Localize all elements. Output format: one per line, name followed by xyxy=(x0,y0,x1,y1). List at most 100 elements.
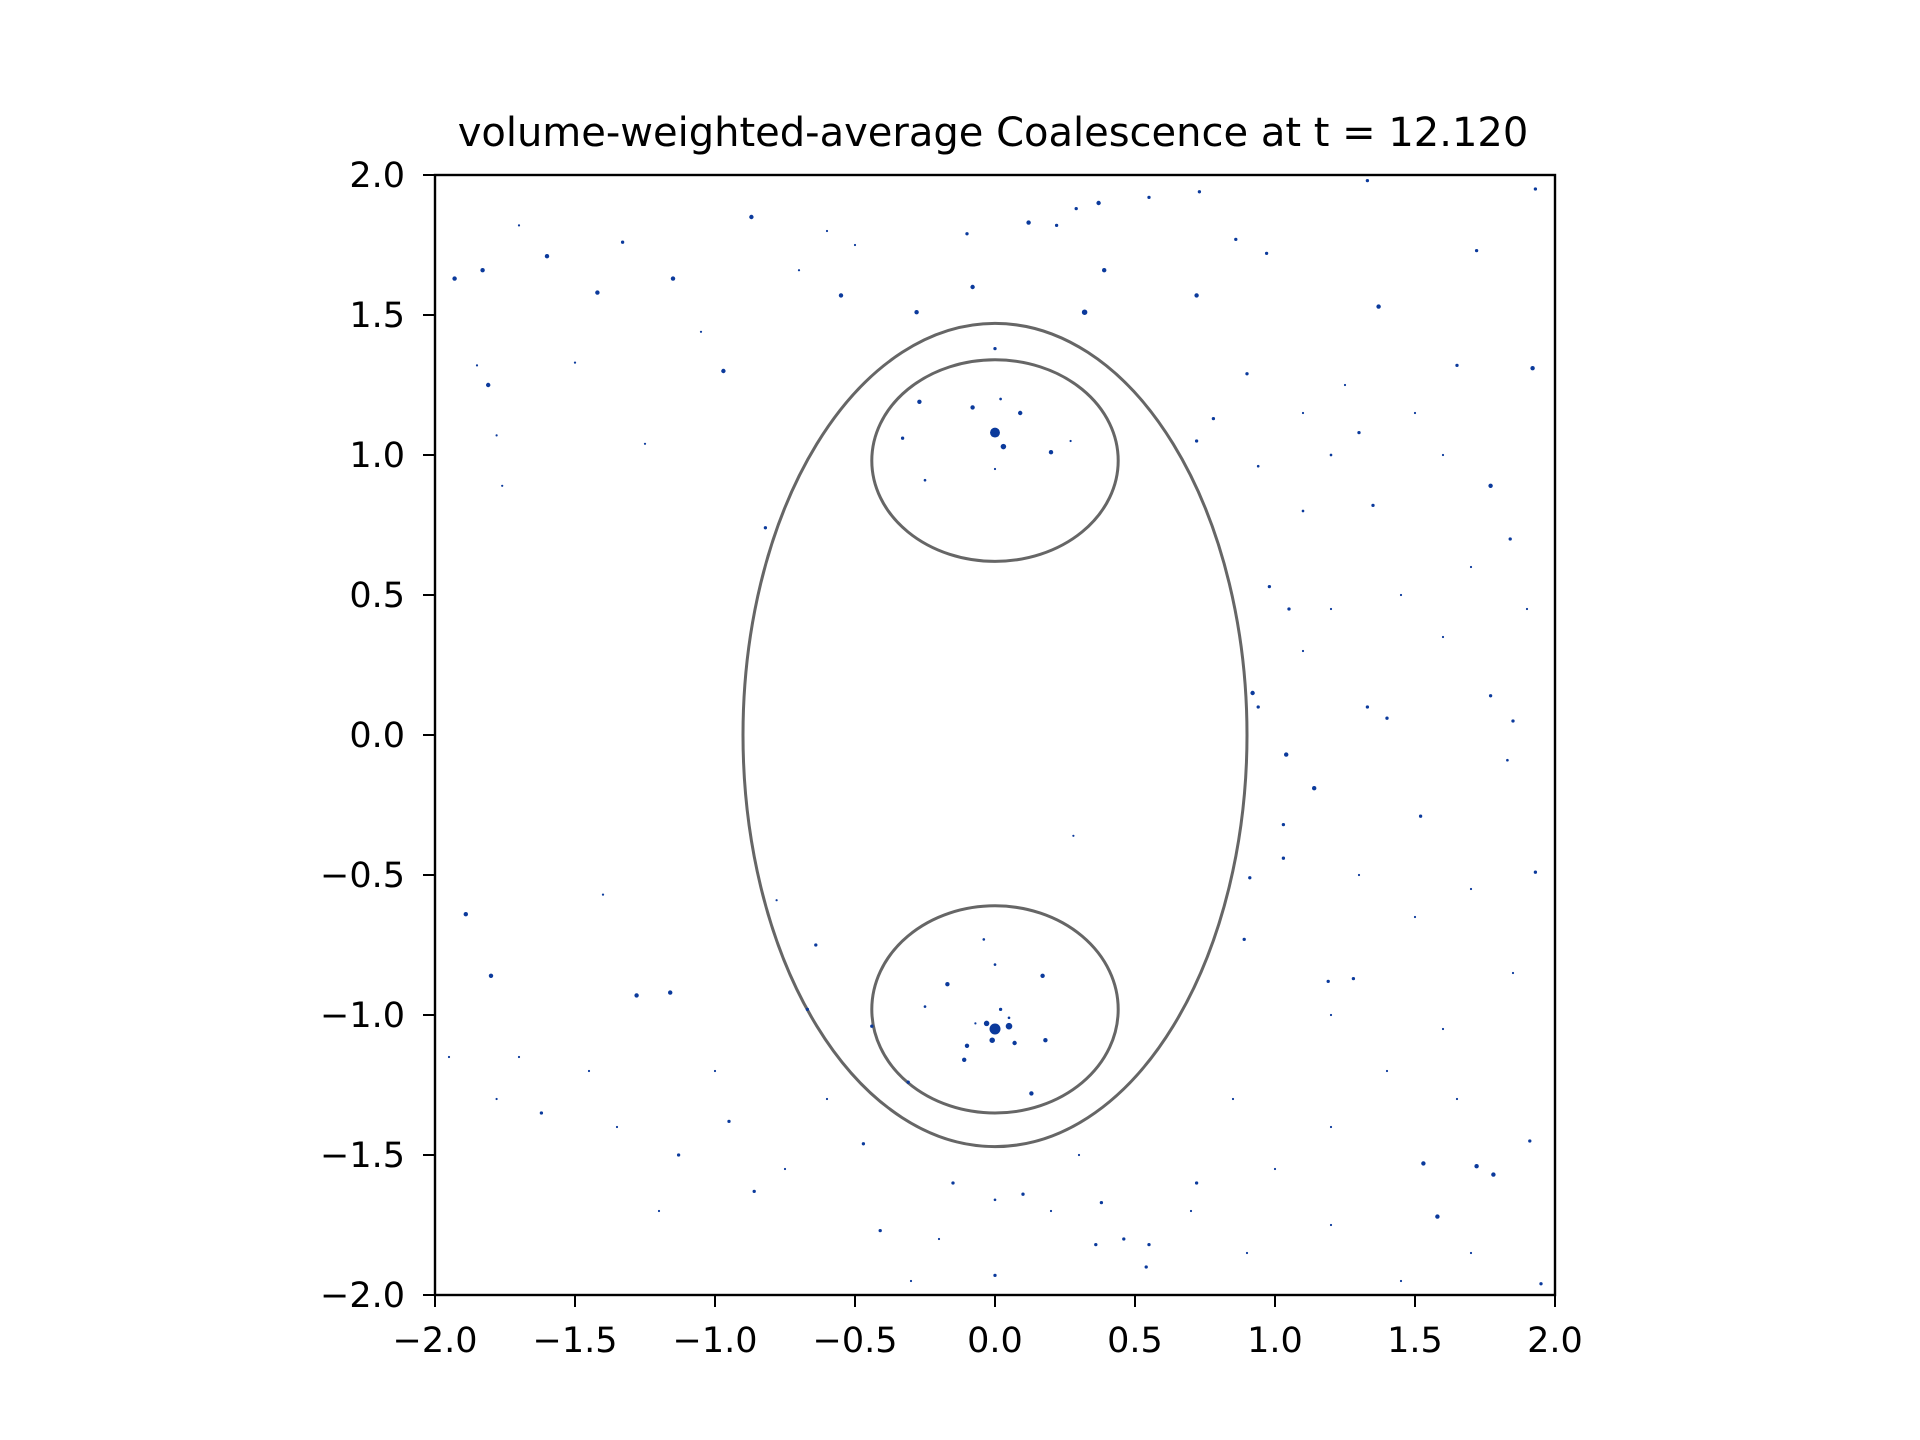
data-point xyxy=(517,224,521,227)
data-point xyxy=(990,427,1000,438)
data-point xyxy=(1273,1167,1277,1171)
data-point xyxy=(853,243,857,247)
data-point xyxy=(447,1055,451,1059)
data-point xyxy=(1144,1265,1148,1269)
data-point xyxy=(783,1167,787,1171)
data-point xyxy=(601,893,605,896)
y-tick-label: 0.5 xyxy=(349,576,405,616)
data-point xyxy=(1329,1125,1333,1129)
y-tick-label: 0.0 xyxy=(349,716,405,756)
x-tick-label: 0.5 xyxy=(1107,1321,1163,1361)
x-axis: −2.0 −1.5 −1.0 −0.5 0.0 0.5 1.0 1.5 2.0 xyxy=(393,1295,1583,1361)
data-point xyxy=(1099,1200,1104,1205)
data-point xyxy=(1399,593,1403,597)
data-point xyxy=(573,361,577,364)
data-point xyxy=(1469,887,1473,891)
data-point xyxy=(1488,694,1493,698)
data-point xyxy=(1385,716,1389,720)
data-point xyxy=(1245,372,1249,376)
data-point xyxy=(1508,537,1512,541)
data-point xyxy=(1211,416,1216,421)
data-point xyxy=(1413,411,1417,415)
data-point xyxy=(1301,649,1305,653)
data-point xyxy=(937,1237,941,1241)
data-point xyxy=(452,276,457,281)
data-point xyxy=(1329,607,1333,611)
data-point xyxy=(1281,822,1286,827)
data-point xyxy=(923,478,927,482)
x-tick-label: −0.5 xyxy=(813,1321,898,1361)
data-point xyxy=(657,1209,661,1213)
data-point xyxy=(1043,1038,1048,1043)
data-point xyxy=(620,240,625,244)
data-point xyxy=(993,467,997,471)
data-point xyxy=(1284,752,1289,757)
y-tick-label: −0.5 xyxy=(320,856,405,896)
data-point xyxy=(1018,410,1023,416)
data-point xyxy=(595,290,600,295)
y-tick-label: −2.0 xyxy=(320,1276,405,1316)
data-point xyxy=(517,1055,521,1059)
data-point xyxy=(699,330,703,333)
data-point xyxy=(993,1198,997,1202)
data-point xyxy=(1000,443,1007,450)
data-point xyxy=(670,276,676,281)
data-point xyxy=(993,1273,997,1278)
data-point xyxy=(1147,1242,1151,1247)
x-tick-label: 1.0 xyxy=(1247,1321,1303,1361)
data-point xyxy=(1511,719,1515,723)
data-point xyxy=(1371,503,1375,508)
data-point xyxy=(1005,1022,1013,1030)
data-point xyxy=(965,232,969,236)
data-point xyxy=(900,436,905,440)
data-point xyxy=(587,1069,591,1073)
data-point xyxy=(825,1097,829,1101)
data-point xyxy=(825,229,829,233)
data-point xyxy=(1021,1192,1025,1196)
data-point xyxy=(1343,383,1347,387)
data-point xyxy=(861,1142,866,1146)
data-point xyxy=(1194,1181,1199,1185)
data-point xyxy=(993,346,997,351)
data-point xyxy=(1326,979,1330,984)
data-point xyxy=(1026,220,1031,225)
data-point xyxy=(1441,635,1445,639)
data-point xyxy=(909,1279,913,1283)
y-tick-label: 2.0 xyxy=(349,156,405,196)
data-point xyxy=(951,1181,955,1185)
contour-0 xyxy=(741,321,1249,1149)
data-point xyxy=(878,1228,882,1233)
data-point xyxy=(486,382,491,388)
data-point xyxy=(634,993,639,998)
data-point xyxy=(1491,1172,1496,1177)
y-tick-label: 1.0 xyxy=(349,436,405,476)
data-point xyxy=(1435,1214,1440,1219)
data-point xyxy=(870,1024,874,1028)
data-point xyxy=(1357,873,1361,877)
data-point xyxy=(1122,1237,1126,1241)
data-point xyxy=(1418,814,1423,818)
contour-1 xyxy=(870,358,1120,563)
x-tick-label: −1.0 xyxy=(673,1321,758,1361)
data-point xyxy=(1048,450,1054,455)
data-point xyxy=(1530,366,1535,371)
x-tick-label: 1.5 xyxy=(1387,1321,1443,1361)
data-point xyxy=(1012,1040,1017,1046)
data-point xyxy=(1248,876,1252,880)
data-point xyxy=(1029,1091,1034,1096)
data-point xyxy=(1147,195,1151,200)
data-point xyxy=(989,1023,1001,1035)
data-point xyxy=(1385,1069,1389,1073)
data-point xyxy=(676,1153,681,1157)
data-point xyxy=(1399,1279,1403,1283)
y-tick-label: −1.5 xyxy=(320,1136,405,1176)
data-point xyxy=(1455,363,1459,368)
data-point xyxy=(501,484,504,487)
data-point xyxy=(1189,1209,1193,1213)
x-tick-label: 0.0 xyxy=(967,1321,1023,1361)
data-point xyxy=(1234,237,1238,242)
data-point xyxy=(1194,439,1199,443)
data-point xyxy=(970,405,975,410)
contour-lines xyxy=(741,321,1249,1149)
data-point xyxy=(998,1007,1003,1012)
